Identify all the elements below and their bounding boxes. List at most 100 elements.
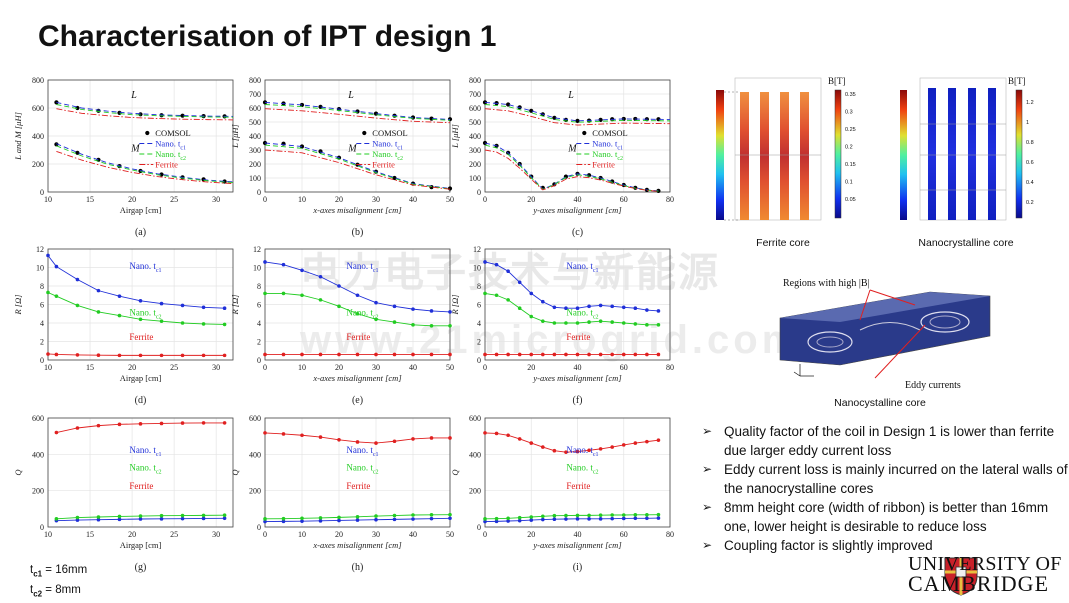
chart-panel-a: 0 200 400 600 800 10 15 20 25 30 Airgap [cm] L and …: [13, 76, 234, 238]
data-point: [337, 304, 341, 309]
x-tick-label: 30: [212, 195, 220, 204]
data-point: [159, 319, 164, 323]
chart-panel-e: 0 2 4 6 8 10 12 0 10 20 30 40 50 x-axes misalignment …: [230, 245, 454, 406]
y-axis-label: R [Ω]: [450, 294, 460, 315]
data-point: [564, 321, 568, 325]
annotation-M: M: [130, 144, 140, 155]
data-point: [429, 513, 434, 517]
x-axis-label: x-axes misalignment [cm]: [312, 373, 401, 383]
y-tick-label: 800: [469, 76, 481, 85]
legend-entry: Ferrite: [155, 160, 178, 170]
x-tick-label: 20: [128, 530, 136, 539]
nano-outline: [919, 77, 1007, 221]
y-tick-label: 800: [249, 76, 261, 85]
data-point: [138, 299, 143, 303]
chart-panel-d: 0 2 4 6 8 10 12 10 15 20 25 30 Airgap [cm] R [Ω] (d) Na…: [13, 245, 234, 406]
data-point: [645, 516, 649, 521]
data-point: [483, 260, 487, 264]
y-tick-label: 10: [253, 264, 261, 273]
data-point: [263, 519, 267, 524]
y-tick-label: 200: [32, 487, 44, 496]
x-tick-label: 10: [44, 195, 52, 204]
data-point: [300, 293, 304, 298]
legend-entry: Nano. tc2: [155, 149, 186, 162]
data-point: [483, 352, 487, 357]
finding-text: 8mm height core (width of ribbon) is bet…: [724, 500, 1049, 534]
y-tick-label: 500: [469, 118, 481, 127]
series-line: [264, 101, 451, 120]
x-tick-label: 50: [446, 530, 454, 539]
x-axis-label: y-axes misalignment [cm]: [532, 205, 621, 215]
finding-text: Eddy current loss is mainly incurred on …: [724, 462, 1068, 496]
y-tick-label: 400: [32, 132, 44, 141]
panel-label: (i): [573, 562, 582, 573]
data-point: [96, 515, 101, 519]
data-point: [552, 448, 557, 453]
y-tick-label: 4: [257, 319, 261, 328]
series-line: [56, 108, 234, 121]
x-tick-label: 20: [527, 530, 535, 539]
data-point: [564, 352, 568, 357]
data-point: [610, 320, 614, 324]
data-point: [392, 439, 397, 444]
data-point: [318, 104, 323, 109]
x-tick-label: 30: [372, 195, 380, 204]
data-point: [96, 108, 101, 113]
series-annotation: Nano. tc2: [566, 308, 598, 321]
data-point: [54, 264, 59, 269]
data-point: [506, 352, 510, 357]
axes-frame: [47, 79, 234, 193]
x-tick-label: 80: [666, 195, 674, 204]
y-tick-label: 400: [249, 450, 261, 459]
colorbar-tick: 1.2: [1026, 100, 1034, 106]
chart-panel-f: 0 2 4 6 8 10 12 0 20 40 60 80 y-axes misalignment [c…: [450, 245, 674, 406]
data-point: [117, 110, 122, 115]
x-tick-label: 10: [44, 363, 52, 372]
series-line: [56, 104, 234, 118]
data-point: [494, 516, 499, 521]
data-point: [587, 320, 591, 324]
data-point: [54, 352, 59, 357]
x-tick-label: 80: [666, 530, 674, 539]
chart-panel-i: 0 200 400 600 0 20 40 60 80 y-axes misalignment […: [450, 414, 674, 573]
data-point: [46, 352, 50, 356]
data-point: [281, 352, 286, 357]
annotation-M: M: [347, 144, 357, 155]
x-tick-label: 60: [620, 195, 628, 204]
x-tick-label: 30: [212, 530, 220, 539]
data-point: [96, 310, 101, 314]
data-point: [517, 306, 522, 311]
colorbar-tick: 0.35: [845, 92, 856, 98]
nano-bar: [948, 88, 956, 220]
x-tick-label: 0: [483, 530, 487, 539]
data-point: [575, 513, 580, 518]
tc1-value: 16mm: [55, 564, 88, 576]
x-tick-label: 40: [409, 530, 417, 539]
series-annotation: Ferrite: [129, 332, 153, 342]
data-point: [201, 353, 206, 358]
x-tick-label: 25: [170, 530, 178, 539]
series-annotation: Nano. tc2: [566, 462, 598, 475]
data-point: [411, 517, 415, 521]
data-point: [529, 352, 534, 357]
data-point: [75, 518, 80, 522]
y-tick-label: 0: [477, 356, 481, 365]
data-point: [222, 179, 227, 184]
data-point: [374, 517, 378, 522]
series-line: [56, 101, 234, 117]
x-tick-label: 20: [527, 195, 535, 204]
data-point: [645, 513, 649, 517]
chart-panel-b: 0 100 200 300 400 500 600 700 800 0 10 20 30 40 50 x-ax…: [230, 76, 454, 238]
x-tick-label: 30: [372, 363, 380, 372]
data-point: [494, 262, 499, 267]
data-point: [494, 431, 499, 436]
axes-frame: [47, 248, 234, 361]
series-line: [484, 261, 659, 312]
y-tick-label: 4: [40, 319, 44, 328]
data-point: [633, 516, 638, 521]
data-point: [598, 352, 603, 357]
x-axis-label: y-axes misalignment [cm]: [532, 373, 621, 383]
data-point: [598, 319, 603, 323]
university-line1: UNIVERSITY OF: [908, 553, 1062, 575]
x-tick-label: 60: [620, 530, 628, 539]
